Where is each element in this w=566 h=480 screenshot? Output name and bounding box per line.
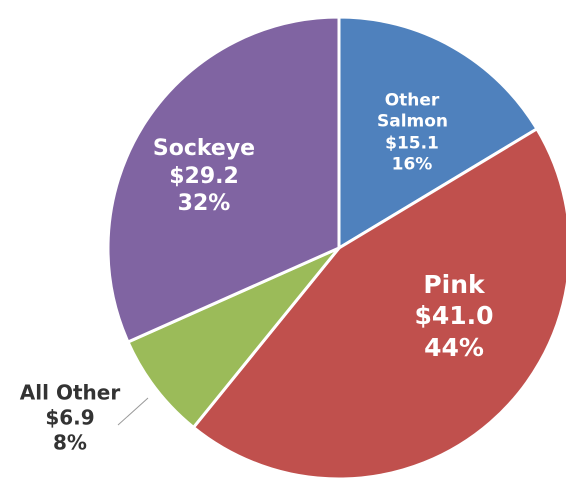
percent-label: 32%	[177, 190, 231, 216]
value-label: $15.1	[385, 133, 439, 153]
percent-label: 44%	[424, 332, 484, 362]
leader-line	[117, 397, 149, 426]
pie-slice	[337, 15, 539, 251]
percent-label: 8%	[53, 430, 87, 455]
value-label: $41.0	[414, 301, 494, 331]
category: All Other	[19, 380, 121, 405]
slice-label: All Other $6.9 8%	[0, 381, 140, 456]
slice-label: Pink $41.0 44%	[384, 269, 524, 363]
slice-label: Other Salmon $15.1 16%	[357, 91, 467, 176]
percent-label: 16%	[391, 154, 433, 175]
slice-label: Sockeye $29.2 32%	[134, 135, 274, 218]
category: Other Salmon	[377, 90, 449, 132]
pie-slice	[126, 246, 341, 430]
pie-slice	[191, 126, 566, 480]
category: Pink	[423, 270, 485, 300]
value-label: $6.9	[45, 405, 95, 430]
category: Sockeye	[152, 135, 256, 161]
pie-slice	[106, 15, 341, 344]
value-label: $29.2	[169, 163, 239, 189]
